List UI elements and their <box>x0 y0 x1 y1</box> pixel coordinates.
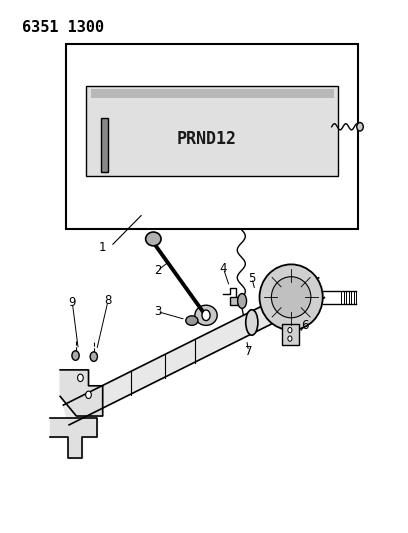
Text: 9: 9 <box>69 296 76 309</box>
Text: 2: 2 <box>154 264 161 277</box>
Text: 6351 1300: 6351 1300 <box>22 20 104 35</box>
Circle shape <box>288 327 292 333</box>
Bar <box>101 118 108 172</box>
Text: 3: 3 <box>154 305 161 318</box>
Text: 7: 7 <box>245 345 252 358</box>
Ellipse shape <box>195 305 217 325</box>
Text: 4: 4 <box>220 262 227 275</box>
Circle shape <box>90 352 98 361</box>
Circle shape <box>78 374 83 382</box>
Circle shape <box>86 391 91 399</box>
Text: 1: 1 <box>99 241 106 254</box>
Ellipse shape <box>146 232 161 246</box>
Ellipse shape <box>186 316 198 325</box>
Circle shape <box>288 336 292 341</box>
Text: 5: 5 <box>248 272 255 285</box>
Bar <box>86 86 338 176</box>
Ellipse shape <box>246 310 258 335</box>
Bar <box>91 90 334 98</box>
Bar <box>282 324 299 345</box>
Ellipse shape <box>271 277 311 318</box>
Circle shape <box>357 123 363 131</box>
Polygon shape <box>63 278 324 425</box>
Polygon shape <box>60 370 103 416</box>
Bar <box>66 44 358 229</box>
Polygon shape <box>50 418 97 458</box>
Text: 6: 6 <box>301 319 308 333</box>
Ellipse shape <box>259 264 323 330</box>
Circle shape <box>72 351 79 360</box>
Circle shape <box>202 310 210 320</box>
Text: PRND12: PRND12 <box>177 130 237 148</box>
Bar <box>231 297 237 305</box>
Text: 8: 8 <box>104 294 112 308</box>
Ellipse shape <box>237 294 246 309</box>
